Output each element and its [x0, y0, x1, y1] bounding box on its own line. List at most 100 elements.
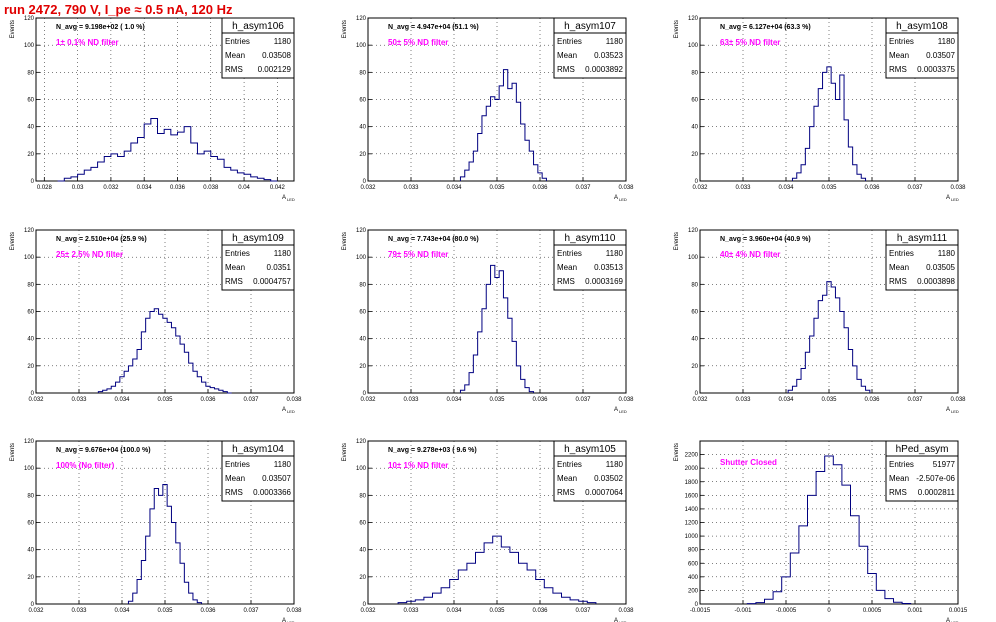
- histogram-bin: [111, 386, 115, 393]
- stats-rms-label: RMS: [557, 277, 575, 286]
- histogram-bin: [469, 162, 473, 181]
- stats-entries-label: Entries: [557, 460, 582, 469]
- x-tick-label: 0.033: [71, 608, 87, 614]
- histogram-bin: [441, 588, 450, 604]
- x-tick-label: 0.035: [821, 397, 837, 403]
- stats-box: h_asym105 Entries 1180 Mean 0.03502 RMS 0.0007…: [553, 440, 627, 502]
- histogram-bin: [146, 318, 150, 393]
- histogram-pad-hPed_asym: -0.0015 -0.001 -0.0005 0 0.0005 0.001 0.0015 0 2…: [674, 440, 968, 622]
- stats-rms-value: 0.0003366: [253, 488, 291, 497]
- y-tick-label: 80: [359, 282, 366, 288]
- stats-entries-label: Entries: [225, 460, 250, 469]
- stats-box: h_asym111 Entries 1180 Mean 0.03505 RMS 0.0003…: [885, 229, 959, 291]
- stats-rms-value: 0.0002811: [918, 488, 956, 497]
- histogram-bin: [131, 143, 138, 181]
- histogram-pad-h_asym104: 0.032 0.033 0.034 0.035 0.036 0.037 0.038 0 20 40…: [10, 439, 302, 622]
- histogram-bin: [167, 322, 171, 393]
- stats-rms-label: RMS: [225, 65, 243, 74]
- histogram-series-h_asym106: [57, 118, 278, 182]
- histogram-bin: [818, 89, 822, 181]
- histogram-bin: [510, 552, 519, 604]
- x-tick-label: 0.033: [735, 397, 751, 403]
- stats-mean-label: Mean: [225, 474, 245, 483]
- histogram-bin: [184, 127, 191, 181]
- x-tick-label: 0.033: [403, 185, 419, 191]
- histogram-bin: [790, 553, 799, 604]
- x-tick-label: 0.037: [575, 185, 591, 191]
- histogram-bin: [827, 67, 831, 181]
- y-tick-label: 60: [27, 310, 34, 316]
- stats-rms-label: RMS: [225, 277, 243, 286]
- stats-rms-label: RMS: [889, 488, 907, 497]
- histogram-bin: [521, 379, 525, 393]
- histogram-bin: [71, 177, 78, 181]
- x-tick-label: 0.032: [103, 185, 119, 191]
- stats-mean-label: Mean: [889, 263, 909, 272]
- histogram-bin: [482, 309, 486, 393]
- y-tick-label: 200: [688, 588, 699, 594]
- y-tick-label: 800: [688, 548, 699, 554]
- stats-mean-label: Mean: [557, 51, 577, 60]
- histogram-bin: [823, 295, 827, 393]
- stats-box-frame: [885, 440, 959, 502]
- stats-box: h_asym110 Entries 1180 Mean 0.03513 RMS 0.0003…: [553, 229, 627, 291]
- histogram-title: h_asym111: [897, 233, 948, 244]
- y-tick-label: 0: [695, 391, 699, 397]
- histogram-bin: [516, 102, 520, 181]
- histogram-bin: [111, 154, 118, 181]
- histogram-bin: [124, 151, 131, 181]
- histogram-pad-h_asym108: 0.032 0.033 0.034 0.035 0.036 0.037 0.038 0 20 40…: [674, 16, 966, 202]
- stats-mean-value: 0.03508: [262, 51, 291, 60]
- y-tick-label: 20: [359, 575, 366, 581]
- histogram-bin: [486, 106, 490, 181]
- y-tick-label: 120: [356, 16, 367, 22]
- stats-box: h_asym104 Entries 1180 Mean 0.03507 RMS 0.0003…: [221, 440, 295, 502]
- x-axis-title: A: [614, 407, 618, 413]
- y-tick-label: 40: [359, 548, 366, 554]
- stats-box-frame: [553, 440, 627, 502]
- histogram-bin: [141, 561, 145, 604]
- y-axis-title: Events: [674, 232, 680, 250]
- histogram-bin: [562, 597, 571, 604]
- n-avg-annotation: N_avg = 2.510e+04 (25.9 %): [56, 236, 147, 243]
- histogram-bin: [512, 341, 516, 393]
- stats-mean-label: Mean: [889, 51, 909, 60]
- histogram-bin: [570, 600, 579, 604]
- histogram-bin: [844, 328, 848, 393]
- histogram-bin: [801, 369, 805, 393]
- x-tick-label: 0.037: [907, 185, 923, 191]
- x-tick-label: 0.032: [692, 185, 708, 191]
- histogram-bin: [525, 140, 529, 181]
- x-axis-title-sub: LED: [951, 409, 959, 414]
- histogram-title: h_asym108: [896, 21, 948, 32]
- histogram-bin: [799, 526, 808, 604]
- stats-rms-label: RMS: [889, 65, 907, 74]
- histogram-bin: [197, 154, 204, 181]
- y-tick-label: 120: [24, 16, 35, 22]
- x-tick-label: 0.034: [137, 185, 153, 191]
- y-tick-label: 100: [24, 43, 35, 49]
- x-tick-label: 0.037: [243, 397, 259, 403]
- y-tick-label: 400: [688, 575, 699, 581]
- y-tick-label: 100: [688, 43, 699, 49]
- histogram-bin: [797, 173, 801, 181]
- x-tick-label: 0.038: [950, 185, 966, 191]
- x-tick-label: 0.035: [821, 185, 837, 191]
- filter-annotation: 25± 2.5% ND filter: [56, 250, 123, 259]
- x-tick-label: 0.034: [446, 608, 462, 614]
- histogram-bin: [460, 177, 464, 181]
- x-tick-label: 0.036: [200, 397, 216, 403]
- y-tick-label: 80: [691, 282, 698, 288]
- y-tick-label: 120: [24, 439, 35, 445]
- histogram-pad-h_asym110: 0.032 0.033 0.034 0.035 0.036 0.037 0.038 0 20 40…: [342, 228, 634, 414]
- histogram-bin: [98, 162, 105, 181]
- x-axis-title: A: [946, 618, 950, 622]
- x-tick-label: 0.038: [618, 185, 634, 191]
- x-axis-title-sub: LED: [619, 197, 627, 202]
- x-tick-label: 0.037: [243, 608, 259, 614]
- y-tick-label: 60: [691, 310, 698, 316]
- histogram-bin: [124, 371, 128, 393]
- y-tick-label: 20: [691, 152, 698, 158]
- x-tick-label: 0.033: [403, 397, 419, 403]
- stats-box-frame: [221, 440, 295, 502]
